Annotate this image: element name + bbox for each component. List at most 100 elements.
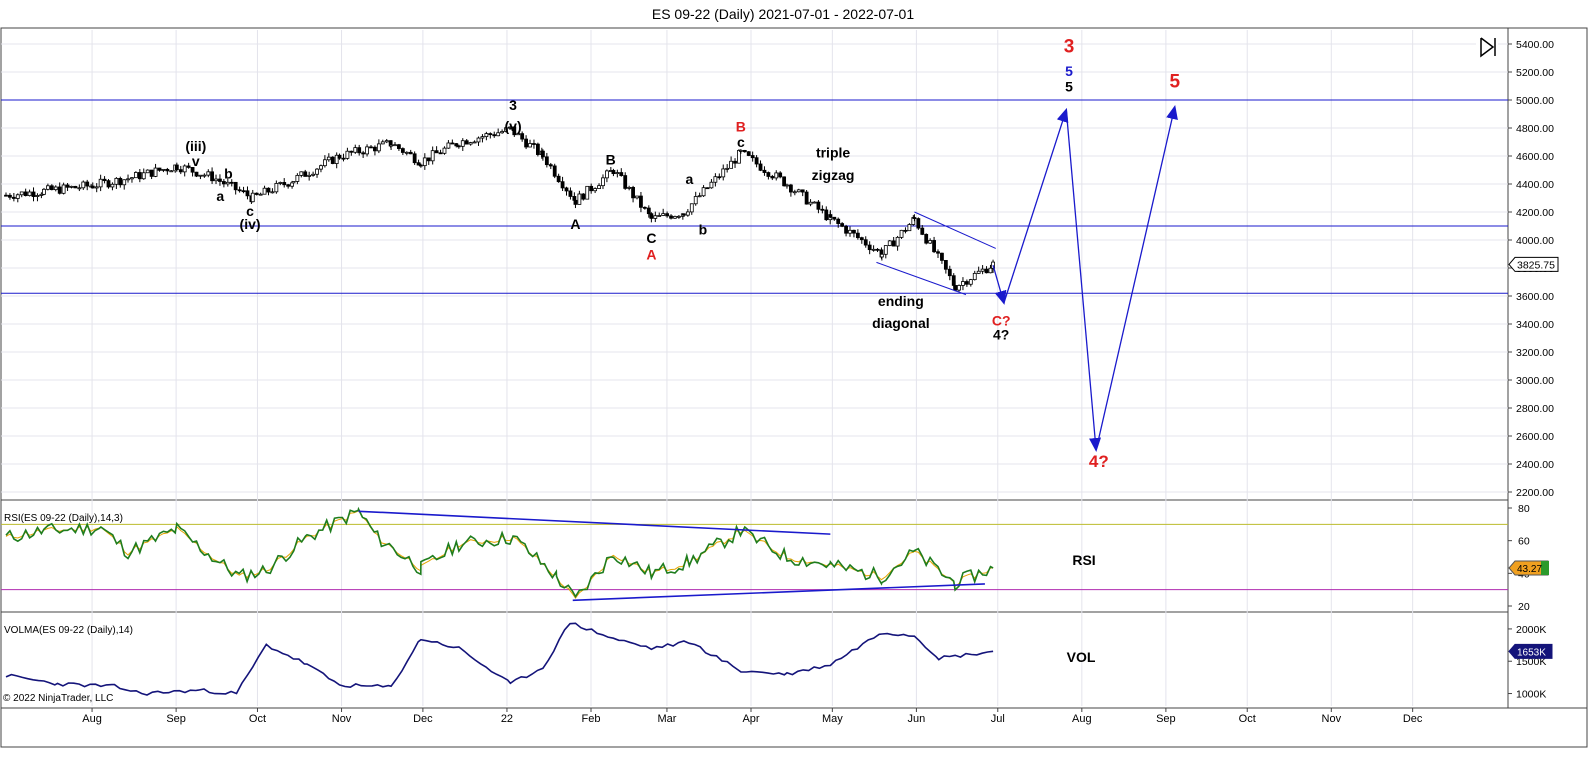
candle-body xyxy=(69,185,74,188)
wave-label: v xyxy=(192,153,200,169)
wave-label: 5 xyxy=(1065,79,1073,95)
candle-body xyxy=(792,191,797,194)
candle-body xyxy=(210,171,214,182)
candle-body xyxy=(705,187,710,190)
candle-body xyxy=(434,150,439,154)
collapse-panel-icon[interactable] xyxy=(1476,37,1498,58)
candle-body xyxy=(907,224,912,232)
candle-body xyxy=(631,186,635,199)
candle-body xyxy=(57,186,62,194)
candle-body xyxy=(737,150,741,164)
candle-body xyxy=(520,133,525,140)
rsi-trendline[interactable] xyxy=(358,510,831,535)
projection-arrow[interactable] xyxy=(1065,109,1102,452)
candle-body xyxy=(456,145,461,148)
candle-body xyxy=(713,176,718,183)
price-y-tick-label: 2600.00 xyxy=(1516,431,1554,443)
wave-label: diagonal xyxy=(872,315,930,331)
wave-label: 3 xyxy=(1064,36,1075,57)
price-y-tick-label: 4200.00 xyxy=(1516,207,1554,219)
candle-body xyxy=(673,216,677,219)
candle-body xyxy=(319,165,323,170)
candle-body xyxy=(883,245,888,255)
candle-body xyxy=(430,150,435,162)
wave-label: 5 xyxy=(1169,71,1180,92)
x-tick-label: Dec xyxy=(413,713,433,725)
candle-body xyxy=(800,189,805,193)
volume-panel[interactable]: VOLMA(ES 09-22 (Daily),14) VOL xyxy=(4,622,1096,696)
candle-body xyxy=(816,201,821,210)
annotations: (iii)vbac(iv)3(v)ABaCAbBctriplezigzagend… xyxy=(185,36,1180,470)
x-tick-label: Dec xyxy=(1403,713,1423,725)
candle-body xyxy=(218,178,222,182)
candle-body xyxy=(879,253,884,258)
candle-body xyxy=(337,154,342,159)
candle-body xyxy=(812,201,817,204)
candle-body xyxy=(468,142,473,145)
candle-body xyxy=(8,194,12,198)
candle-body xyxy=(770,176,775,179)
candle-body xyxy=(500,131,505,134)
candle-body xyxy=(924,233,929,244)
volume-ma-line[interactable] xyxy=(5,622,994,696)
candle-body xyxy=(496,132,501,137)
diagonal-trendline[interactable] xyxy=(914,211,996,249)
rsi-value-label: 43.27 xyxy=(1517,564,1542,575)
candle-body xyxy=(488,133,493,136)
projection-arrow[interactable] xyxy=(992,265,1007,305)
candle-body xyxy=(137,172,142,180)
price-y-tick-label: 3000.00 xyxy=(1516,375,1554,387)
x-tick-label: Aug xyxy=(82,713,102,725)
projection-arrow[interactable] xyxy=(1095,105,1178,451)
x-tick-label: Jul xyxy=(991,713,1005,725)
wave-label: (v) xyxy=(505,118,522,134)
candle-body xyxy=(552,165,557,177)
rsi-trendline[interactable] xyxy=(572,583,985,602)
diagonal-trendline[interactable] xyxy=(876,261,967,296)
candle-body xyxy=(535,143,540,155)
x-tick-label: May xyxy=(822,713,843,725)
candle-body xyxy=(689,203,694,213)
candle-body xyxy=(568,190,573,197)
candle-body xyxy=(804,191,809,205)
window-title: ES 09-22 (Daily) 2021-07-01 - 2022-07-01 xyxy=(652,6,914,22)
candle-body xyxy=(161,168,166,171)
wave-label: A xyxy=(570,216,580,232)
candle-body xyxy=(544,156,549,166)
candle-body xyxy=(400,148,405,153)
candle-body xyxy=(169,170,174,173)
candle-body xyxy=(480,136,485,139)
price-panel[interactable] xyxy=(1,99,1508,452)
candle-body xyxy=(408,151,413,155)
candle-body xyxy=(118,177,123,186)
candle-body xyxy=(516,133,521,136)
candle-body xyxy=(976,270,981,274)
candle-body xyxy=(875,248,880,251)
candle-body xyxy=(190,167,195,173)
candle-body xyxy=(928,240,933,244)
wave-label: c xyxy=(246,203,254,219)
candle-body xyxy=(438,152,443,155)
candle-body xyxy=(484,133,489,138)
candle-body xyxy=(42,188,46,195)
candle-body xyxy=(891,240,896,247)
projection-arrow[interactable] xyxy=(1003,107,1069,304)
candle-body xyxy=(572,196,577,201)
candle-body xyxy=(717,176,722,179)
rsi-line[interactable] xyxy=(5,506,994,599)
rsi-panel-label: RSI xyxy=(1072,552,1095,568)
candle-body xyxy=(782,176,787,187)
candle-body xyxy=(341,157,346,160)
x-tick-label: Feb xyxy=(582,713,601,725)
candle-body xyxy=(611,170,616,175)
rsi-panel[interactable]: RSI(ES 09-22 (Daily),14,3) RSI xyxy=(1,506,1508,602)
candle-body xyxy=(677,215,681,218)
candle-body xyxy=(102,178,107,182)
volume-title: VOLMA(ES 09-22 (Daily),14) xyxy=(4,625,133,636)
chart-frame xyxy=(0,27,1588,748)
price-y-tick-label: 4800.00 xyxy=(1516,123,1554,135)
candle-body xyxy=(788,184,793,193)
candle-body xyxy=(291,181,296,184)
candle-body xyxy=(303,171,308,177)
